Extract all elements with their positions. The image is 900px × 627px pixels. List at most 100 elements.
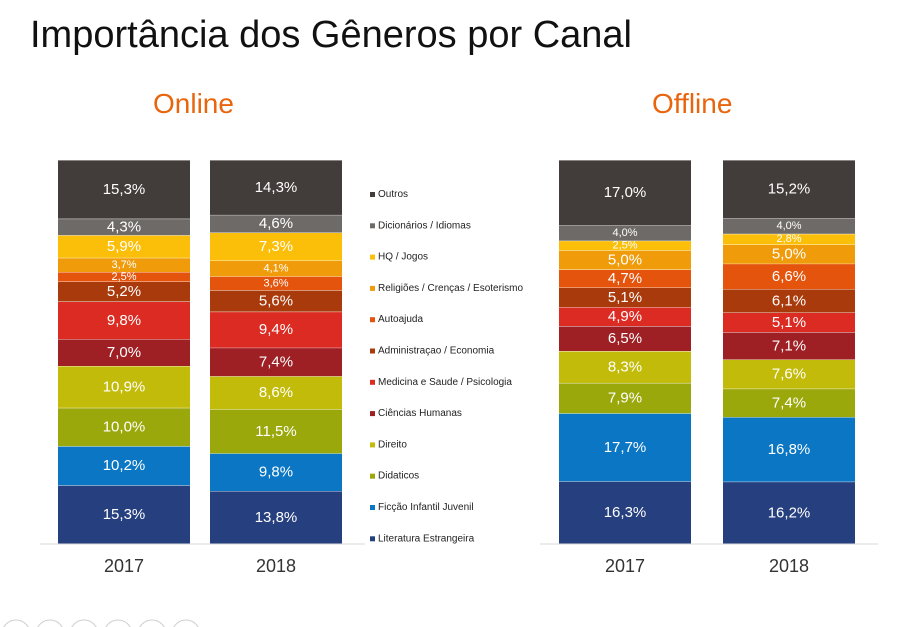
legend-label: Autoajuda: [378, 314, 423, 325]
legend-swatch: [370, 254, 375, 260]
online-panel-title: Online: [153, 88, 234, 119]
data-label: 15,3%: [103, 181, 146, 198]
legend-label: Religiões / Crenças / Esoterismo: [378, 283, 523, 294]
data-label: 16,2%: [768, 504, 811, 521]
data-label: 6,1%: [772, 292, 806, 309]
bar-segment: [210, 276, 342, 291]
bar-segment: [58, 366, 190, 408]
bar-segment: [58, 218, 190, 236]
legend-label: HQ / Jogos: [378, 252, 428, 263]
bar-segment: [210, 453, 342, 492]
data-label: 7,9%: [608, 390, 642, 407]
data-label: 15,2%: [768, 181, 811, 198]
x-tick-label: 2018: [256, 556, 296, 576]
bar-segment: [559, 413, 691, 482]
data-label: 4,3%: [107, 218, 141, 235]
bar-segment: [559, 269, 691, 288]
bar-segment: [723, 388, 855, 418]
data-label: 4,1%: [263, 262, 288, 274]
data-label: 11,5%: [255, 423, 296, 440]
legend-swatch: [370, 285, 375, 291]
legend-swatch: [370, 192, 375, 197]
data-label: 2,5%: [612, 240, 637, 252]
bar-segment: [58, 257, 190, 273]
bar-segment: [58, 272, 190, 282]
bar-segment: [210, 214, 342, 233]
bar-segment: [58, 235, 190, 258]
data-label: 17,7%: [604, 439, 647, 456]
bar-segment: [58, 301, 190, 340]
data-label: 5,1%: [608, 289, 642, 306]
legend-swatch: [370, 473, 375, 479]
offline-panel-title: Offline: [652, 88, 733, 119]
bar-segment: [723, 263, 855, 290]
data-label: 2,5%: [111, 271, 136, 283]
bar-segment: [559, 326, 691, 352]
data-label: 4,7%: [608, 270, 642, 287]
bar-segment: [210, 409, 342, 454]
legend-label: Direito: [378, 439, 407, 450]
data-label: 16,3%: [604, 504, 647, 521]
data-label: 16,8%: [768, 441, 811, 458]
legend-swatch: [370, 411, 375, 417]
data-label: 4,0%: [612, 227, 637, 239]
data-label: 15,3%: [103, 506, 146, 523]
data-label: 7,6%: [772, 366, 806, 383]
bar-segment: [559, 225, 691, 241]
footer-dot: [3, 619, 29, 627]
bar-segment: [210, 232, 342, 261]
data-label: 7,4%: [259, 353, 293, 370]
bar-segment: [723, 218, 855, 234]
data-label: 8,6%: [259, 384, 293, 401]
legend-label: Administraçao / Economia: [378, 346, 495, 357]
data-label: 9,8%: [259, 464, 293, 481]
bar-segment: [210, 290, 342, 312]
bar-segment: [723, 481, 855, 544]
bar-segment: [723, 312, 855, 333]
data-label: 2,8%: [776, 233, 801, 245]
data-label: 10,0%: [103, 418, 146, 435]
data-label: 17,0%: [604, 184, 647, 201]
bar-segment: [559, 382, 691, 414]
data-label: 9,8%: [107, 312, 141, 329]
footer-dot: [139, 619, 165, 627]
legend-swatch: [370, 505, 375, 510]
bar-segment: [58, 407, 190, 447]
bar-segment: [723, 332, 855, 360]
data-label: 3,6%: [263, 277, 288, 289]
legend: Outros Dicionários / Idiomas HQ / Jogos Rel…: [370, 189, 523, 544]
footer-decoration: [3, 619, 199, 627]
data-label: 3,7%: [111, 259, 136, 271]
data-label: 10,2%: [103, 457, 146, 474]
footer-dot: [37, 619, 63, 627]
axis-layer: 2017 2018 2017 2018: [40, 543, 878, 576]
bar-segment: [559, 250, 691, 270]
data-label: 9,4%: [259, 321, 293, 338]
data-label: 5,6%: [259, 292, 293, 309]
legend-swatch: [370, 223, 375, 229]
data-label: 6,5%: [608, 330, 642, 347]
bar-segment: [723, 289, 855, 313]
bar-segment: [559, 481, 691, 544]
bar-segment: [723, 417, 855, 482]
data-label: 7,4%: [772, 394, 806, 411]
bar-segment: [58, 446, 190, 486]
data-label: 5,2%: [107, 283, 141, 300]
data-label: 14,3%: [255, 179, 298, 196]
data-label: 5,1%: [772, 314, 806, 331]
bar-segment: [210, 311, 342, 348]
data-label: 8,3%: [608, 358, 642, 375]
data-label: 4,6%: [259, 215, 293, 232]
x-tick-label: 2017: [605, 556, 645, 576]
data-label: 10,9%: [103, 378, 146, 395]
legend-swatch: [370, 348, 375, 354]
data-label: 5,0%: [608, 251, 642, 268]
bar-segment: [559, 351, 691, 383]
bar-segment: [723, 233, 855, 245]
bar-segment: [559, 307, 691, 327]
legend-label: Didaticos: [378, 471, 419, 482]
bar-segment: [210, 160, 342, 215]
bar-segment: [58, 160, 190, 219]
bar-segment: [58, 281, 190, 302]
